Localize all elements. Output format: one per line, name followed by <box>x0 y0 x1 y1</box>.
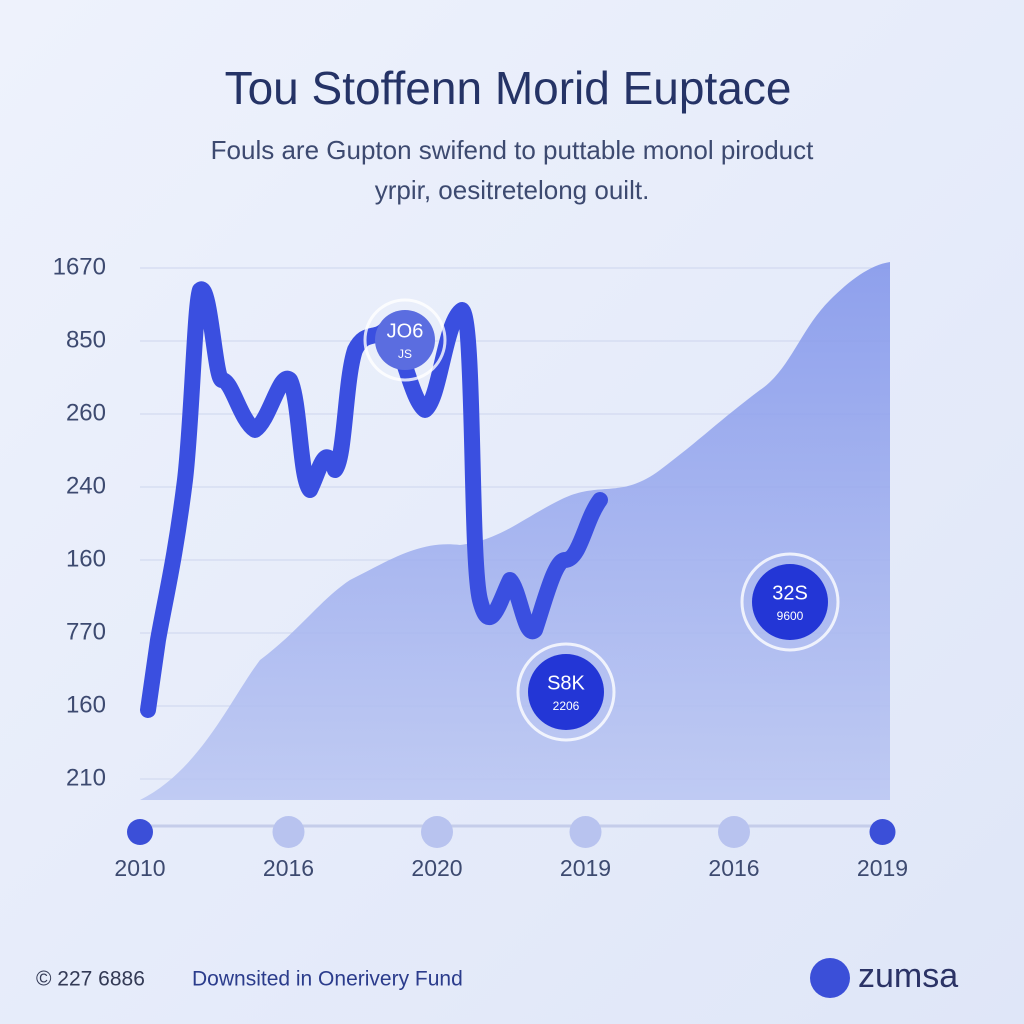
callout-sub: JS <box>398 347 412 361</box>
area <box>140 262 890 800</box>
x-axis-dot <box>718 816 750 848</box>
x-axis-dot <box>869 819 896 845</box>
x-axis-dots <box>127 816 896 848</box>
callout-value: 32S <box>772 582 808 604</box>
callouts: JO6 JS S8K 2206 32S 9600 <box>363 298 840 742</box>
callout-sub: 2206 <box>553 699 580 713</box>
brand-logo <box>810 958 850 998</box>
callout <box>528 654 604 730</box>
x-axis-label: 2016 <box>708 855 759 881</box>
x-axis-dot <box>421 816 453 848</box>
chart-title: Tou Stoffenn Morid Euptace <box>225 62 792 114</box>
line <box>140 281 608 718</box>
x-axis-label: 2010 <box>114 855 165 881</box>
subtitle: Fouls are Gupton swifend to puttable mon… <box>211 135 814 165</box>
brand: zumsa <box>858 957 958 995</box>
callout <box>375 310 435 370</box>
y-axis-label: 850 <box>66 326 106 353</box>
callout-ring <box>363 298 447 382</box>
y-axis-label: 1670 <box>53 253 106 280</box>
x-axis-label: 2019 <box>857 855 908 881</box>
y-axis-label: 260 <box>66 399 106 426</box>
x-axis-label: 2016 <box>263 855 314 881</box>
x-axis-label: 2020 <box>411 855 462 881</box>
callout-sub: 9600 <box>777 609 804 623</box>
callout-ring <box>740 552 840 652</box>
callout-ring <box>516 642 616 742</box>
x-axis-dot <box>569 816 602 848</box>
callout <box>752 564 828 640</box>
y-axis-label: 770 <box>66 618 106 645</box>
copyright: © 227 6886 <box>36 968 145 991</box>
y-axis-label: 240 <box>66 472 106 499</box>
x-axis-label: 2019 <box>560 855 611 881</box>
y-axis-label: 160 <box>66 691 106 718</box>
x-axis-dot <box>127 819 153 845</box>
footer-note: Downsited in Onerivery Fund <box>192 968 463 991</box>
x-axis-dot <box>272 816 305 848</box>
y-axis-label: 160 <box>66 545 106 572</box>
callout-value: S8K <box>547 672 585 694</box>
y-axis-label: 210 <box>66 764 106 791</box>
callout-value: JO6 <box>387 320 424 342</box>
subtitle: yrpir, oesitretelong ouilt. <box>375 175 650 205</box>
